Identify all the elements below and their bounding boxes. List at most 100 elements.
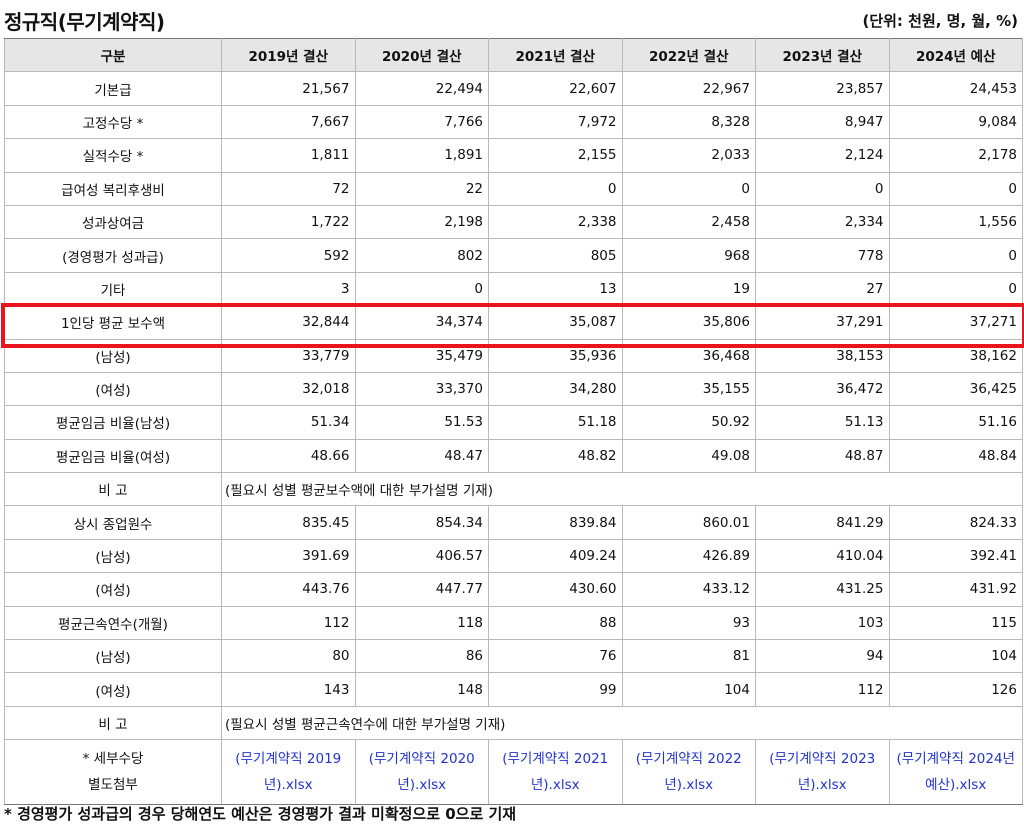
salary-table: 구분 2019년 결산 2020년 결산 2021년 결산 2022년 결산 2…	[4, 37, 1023, 806]
attachment-link[interactable]: (무기계약직 2019년).xlsx	[221, 739, 356, 806]
row-label: 급여성 복리후생비	[4, 171, 222, 206]
row-label: 1인당 평균 보수액	[4, 305, 222, 340]
table-row: 성과상여금 1,722 2,198 2,338 2,458 2,334 1,556	[4, 204, 1023, 240]
value-cell: 51.13	[755, 405, 890, 440]
table-row: (경영평가 성과급) 592 802 805 968 778 0	[4, 238, 1023, 273]
row-label: (여성)	[4, 371, 222, 407]
table-row: 급여성 복리후생비 72 22 0 0 0 0	[4, 171, 1023, 206]
value-cell: 103	[755, 605, 890, 641]
value-cell: 8,328	[621, 104, 756, 140]
value-cell: 968	[621, 238, 756, 273]
row-label: 고정수당 *	[4, 104, 222, 140]
value-cell: 409.24	[488, 538, 623, 574]
value-cell: 80	[221, 639, 356, 674]
value-cell: 143	[221, 672, 356, 707]
row-label: 기본급	[4, 71, 222, 106]
value-cell: 48.66	[221, 438, 356, 474]
value-cell: 0	[755, 171, 890, 206]
value-cell: 0	[488, 171, 623, 206]
value-cell: 38,153	[755, 338, 890, 373]
value-cell: 35,806	[621, 305, 756, 340]
value-cell: 802	[354, 238, 489, 273]
row-note: (필요시 성별 평균근속연수에 대한 부가설명 기재)	[221, 705, 1023, 741]
value-cell: 35,936	[488, 338, 623, 373]
value-cell: 50.92	[621, 405, 756, 440]
value-cell: 27	[755, 271, 890, 307]
value-cell: 32,018	[221, 371, 356, 407]
value-cell: 81	[621, 639, 756, 674]
value-cell: 72	[221, 171, 356, 206]
value-cell: 1,556	[888, 204, 1023, 240]
attachment-link[interactable]: (무기계약직 2020년).xlsx	[354, 739, 489, 806]
value-cell: 32,844	[221, 305, 356, 340]
value-cell: 51.16	[888, 405, 1023, 440]
header-2023: 2023년 결산	[755, 37, 890, 73]
row-label: (여성)	[4, 672, 222, 707]
attachment-link[interactable]: (무기계약직 2021년).xlsx	[488, 739, 623, 806]
value-cell: 19	[621, 271, 756, 307]
attachment-label-line2: 별도첨부	[88, 777, 138, 794]
value-cell: 118	[354, 605, 489, 641]
row-label: 평균임금 비율(여성)	[4, 438, 222, 474]
header-row: 구분 2019년 결산 2020년 결산 2021년 결산 2022년 결산 2…	[4, 37, 1023, 73]
value-cell: 824.33	[888, 505, 1023, 540]
value-cell: 22,494	[354, 71, 489, 106]
value-cell: 9,084	[888, 104, 1023, 140]
row-label: 평균근속연수(개월)	[4, 605, 222, 641]
attachment-link[interactable]: (무기계약직 2024년 예산).xlsx	[888, 739, 1023, 806]
value-cell: 37,291	[755, 305, 890, 340]
table-row: (여성) 443.76 447.77 430.60 433.12 431.25 431.92	[4, 572, 1023, 607]
table-row: 평균임금 비율(여성) 48.66 48.47 48.82 49.08 48.87 48.8…	[4, 438, 1023, 474]
value-cell: 35,087	[488, 305, 623, 340]
value-cell: 36,472	[755, 371, 890, 407]
table-row: (남성) 80 86 76 81 94 104	[4, 639, 1023, 674]
value-cell: 0	[888, 238, 1023, 273]
row-note: (필요시 성별 평균보수액에 대한 부가설명 기재)	[221, 472, 1023, 507]
value-cell: 104	[621, 672, 756, 707]
value-cell: 51.18	[488, 405, 623, 440]
value-cell: 36,425	[888, 371, 1023, 407]
attachment-link[interactable]: (무기계약직 2023년).xlsx	[755, 739, 890, 806]
value-cell: 0	[888, 271, 1023, 307]
value-cell: 34,374	[354, 305, 489, 340]
attachment-link[interactable]: (무기계약직 2022년).xlsx	[621, 739, 756, 806]
value-cell: 592	[221, 238, 356, 273]
value-cell: 48.47	[354, 438, 489, 474]
value-cell: 431.25	[755, 572, 890, 607]
value-cell: 2,334	[755, 204, 890, 240]
value-cell: 33,370	[354, 371, 489, 407]
value-cell: 426.89	[621, 538, 756, 574]
row-label: 비 고	[4, 472, 222, 507]
value-cell: 112	[755, 672, 890, 707]
table-row: 고정수당 * 7,667 7,766 7,972 8,328 8,947 9,084	[4, 104, 1023, 140]
table-row: 비 고 (필요시 성별 평균보수액에 대한 부가설명 기재)	[4, 472, 1023, 507]
table-row: 기본급 21,567 22,494 22,607 22,967 23,857 24,453	[4, 71, 1023, 106]
attachment-row: * 세부수당 별도첨부 (무기계약직 2019년).xlsx (무기계약직 2020년…	[4, 739, 1023, 806]
value-cell: 2,155	[488, 138, 623, 173]
value-cell: 48.82	[488, 438, 623, 474]
row-label: 평균임금 비율(남성)	[4, 405, 222, 440]
attachment-label: * 세부수당 별도첨부	[4, 739, 222, 806]
value-cell: 0	[888, 171, 1023, 206]
header-2019: 2019년 결산	[221, 37, 356, 73]
value-cell: 406.57	[354, 538, 489, 574]
value-cell: 433.12	[621, 572, 756, 607]
value-cell: 841.29	[755, 505, 890, 540]
header-2022: 2022년 결산	[621, 37, 756, 73]
row-label: 상시 종업원수	[4, 505, 222, 540]
value-cell: 2,338	[488, 204, 623, 240]
value-cell: 22,607	[488, 71, 623, 106]
value-cell: 8,947	[755, 104, 890, 140]
value-cell: 447.77	[354, 572, 489, 607]
table-row: 1인당 평균 보수액 32,844 34,374 35,087 35,806 37,291…	[4, 305, 1023, 340]
row-label: (남성)	[4, 538, 222, 574]
value-cell: 38,162	[888, 338, 1023, 373]
value-cell: 76	[488, 639, 623, 674]
value-cell: 392.41	[888, 538, 1023, 574]
value-cell: 93	[621, 605, 756, 641]
row-label: 기타	[4, 271, 222, 307]
row-label: (여성)	[4, 572, 222, 607]
row-label: (경영평가 성과급)	[4, 238, 222, 273]
value-cell: 23,857	[755, 71, 890, 106]
value-cell: 2,458	[621, 204, 756, 240]
